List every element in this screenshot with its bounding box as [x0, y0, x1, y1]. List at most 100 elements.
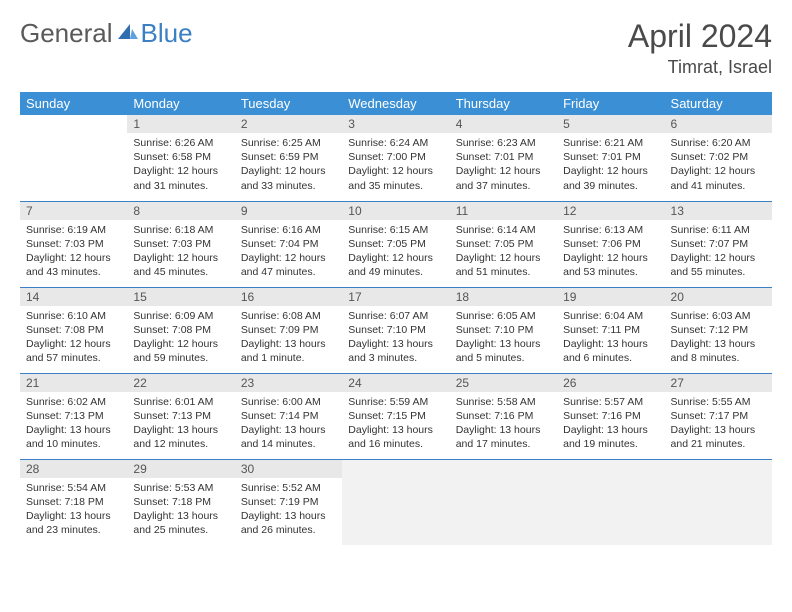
daylight-text: Daylight: 12 hours and 41 minutes.	[671, 164, 766, 192]
day-number: 3	[342, 115, 449, 133]
day-number: 14	[20, 288, 127, 306]
sunset-text: Sunset: 7:18 PM	[26, 495, 121, 509]
day-cell: 19Sunrise: 6:04 AMSunset: 7:11 PMDayligh…	[557, 287, 664, 373]
day-number: 23	[235, 374, 342, 392]
dayhead-sunday: Sunday	[20, 92, 127, 115]
day-cell: 15Sunrise: 6:09 AMSunset: 7:08 PMDayligh…	[127, 287, 234, 373]
sunrise-text: Sunrise: 5:53 AM	[133, 481, 228, 495]
sunrise-text: Sunrise: 6:01 AM	[133, 395, 228, 409]
day-cell: 12Sunrise: 6:13 AMSunset: 7:06 PMDayligh…	[557, 201, 664, 287]
sunset-text: Sunset: 7:00 PM	[348, 150, 443, 164]
daylight-text: Daylight: 12 hours and 55 minutes.	[671, 251, 766, 279]
day-number: 29	[127, 460, 234, 478]
daylight-text: Daylight: 12 hours and 35 minutes.	[348, 164, 443, 192]
day-number: 7	[20, 202, 127, 220]
day-body: Sunrise: 6:26 AMSunset: 6:58 PMDaylight:…	[127, 133, 234, 197]
sail-icon	[117, 21, 139, 46]
calendar-table: SundayMondayTuesdayWednesdayThursdayFrid…	[20, 92, 772, 545]
day-number: 11	[450, 202, 557, 220]
day-cell: 21 Sunrise: 6:02 AMSunset: 7:13 PMDayligh…	[20, 373, 127, 459]
sunrise-text: Sunrise: 5:57 AM	[563, 395, 658, 409]
dayhead-tuesday: Tuesday	[235, 92, 342, 115]
day-cell	[665, 459, 772, 545]
day-cell: 25Sunrise: 5:58 AMSunset: 7:16 PMDayligh…	[450, 373, 557, 459]
day-cell	[342, 459, 449, 545]
daylight-text: Daylight: 13 hours and 14 minutes.	[241, 423, 336, 451]
day-cell	[20, 115, 127, 201]
sunset-text: Sunset: 7:02 PM	[671, 150, 766, 164]
day-number: 25	[450, 374, 557, 392]
day-number: 17	[342, 288, 449, 306]
daylight-text: Daylight: 13 hours and 23 minutes.	[26, 509, 121, 537]
day-body: Sunrise: 6:24 AMSunset: 7:00 PMDaylight:…	[342, 133, 449, 197]
day-cell: 7Sunrise: 6:19 AMSunset: 7:03 PMDaylight…	[20, 201, 127, 287]
day-body: Sunrise: 6:14 AMSunset: 7:05 PMDaylight:…	[450, 220, 557, 284]
day-number: 27	[665, 374, 772, 392]
day-number: 10	[342, 202, 449, 220]
day-number: 21	[20, 374, 127, 392]
day-number: 20	[665, 288, 772, 306]
sunset-text: Sunset: 7:13 PM	[26, 409, 121, 423]
day-cell: 24Sunrise: 5:59 AMSunset: 7:15 PMDayligh…	[342, 373, 449, 459]
sunrise-text: Sunrise: 6:14 AM	[456, 223, 551, 237]
sunset-text: Sunset: 7:16 PM	[563, 409, 658, 423]
day-body: Sunrise: 6:21 AMSunset: 7:01 PMDaylight:…	[557, 133, 664, 197]
sunset-text: Sunset: 7:03 PM	[26, 237, 121, 251]
day-number: 13	[665, 202, 772, 220]
day-body: Sunrise: 6:18 AMSunset: 7:03 PMDaylight:…	[127, 220, 234, 284]
daylight-text: Daylight: 12 hours and 45 minutes.	[133, 251, 228, 279]
day-body: Sunrise: 6:07 AMSunset: 7:10 PMDaylight:…	[342, 306, 449, 370]
day-cell: 28Sunrise: 5:54 AMSunset: 7:18 PMDayligh…	[20, 459, 127, 545]
dayhead-saturday: Saturday	[665, 92, 772, 115]
day-cell: 22Sunrise: 6:01 AMSunset: 7:13 PMDayligh…	[127, 373, 234, 459]
sunrise-text: Sunrise: 6:08 AM	[241, 309, 336, 323]
day-cell: 30Sunrise: 5:52 AMSunset: 7:19 PMDayligh…	[235, 459, 342, 545]
daylight-text: Daylight: 12 hours and 31 minutes.	[133, 164, 228, 192]
sunset-text: Sunset: 7:10 PM	[348, 323, 443, 337]
sunset-text: Sunset: 6:59 PM	[241, 150, 336, 164]
day-number: 1	[127, 115, 234, 133]
day-cell: 17Sunrise: 6:07 AMSunset: 7:10 PMDayligh…	[342, 287, 449, 373]
daylight-text: Daylight: 12 hours and 37 minutes.	[456, 164, 551, 192]
title-block: April 2024 Timrat, Israel	[628, 18, 772, 78]
month-title: April 2024	[628, 18, 772, 55]
daylight-text: Daylight: 13 hours and 19 minutes.	[563, 423, 658, 451]
daylight-text: Daylight: 13 hours and 12 minutes.	[133, 423, 228, 451]
sunrise-text: Sunrise: 6:24 AM	[348, 136, 443, 150]
day-cell: 4Sunrise: 6:23 AMSunset: 7:01 PMDaylight…	[450, 115, 557, 201]
day-cell: 18Sunrise: 6:05 AMSunset: 7:10 PMDayligh…	[450, 287, 557, 373]
day-number: 5	[557, 115, 664, 133]
sunrise-text: Sunrise: 5:54 AM	[26, 481, 121, 495]
day-body: Sunrise: 5:58 AMSunset: 7:16 PMDaylight:…	[450, 392, 557, 456]
sunrise-text: Sunrise: 6:19 AM	[26, 223, 121, 237]
day-body: Sunrise: 5:55 AMSunset: 7:17 PMDaylight:…	[665, 392, 772, 456]
day-body: Sunrise: 6:10 AMSunset: 7:08 PMDaylight:…	[20, 306, 127, 370]
sunrise-text: Sunrise: 6:07 AM	[348, 309, 443, 323]
day-number: 2	[235, 115, 342, 133]
sunset-text: Sunset: 7:19 PM	[241, 495, 336, 509]
calendar-body: 1Sunrise: 6:26 AMSunset: 6:58 PMDaylight…	[20, 115, 772, 545]
day-number: 15	[127, 288, 234, 306]
sunset-text: Sunset: 6:58 PM	[133, 150, 228, 164]
day-number: 24	[342, 374, 449, 392]
sunset-text: Sunset: 7:09 PM	[241, 323, 336, 337]
day-cell: 9Sunrise: 6:16 AMSunset: 7:04 PMDaylight…	[235, 201, 342, 287]
day-body: Sunrise: 6:09 AMSunset: 7:08 PMDaylight:…	[127, 306, 234, 370]
day-number: 16	[235, 288, 342, 306]
sunset-text: Sunset: 7:15 PM	[348, 409, 443, 423]
daylight-text: Daylight: 13 hours and 10 minutes.	[26, 423, 121, 451]
daylight-text: Daylight: 13 hours and 8 minutes.	[671, 337, 766, 365]
day-cell: 10Sunrise: 6:15 AMSunset: 7:05 PMDayligh…	[342, 201, 449, 287]
day-cell: 23Sunrise: 6:00 AMSunset: 7:14 PMDayligh…	[235, 373, 342, 459]
sunrise-text: Sunrise: 6:02 AM	[26, 395, 121, 409]
day-body: Sunrise: 6:20 AMSunset: 7:02 PMDaylight:…	[665, 133, 772, 197]
day-number: 12	[557, 202, 664, 220]
sunset-text: Sunset: 7:01 PM	[456, 150, 551, 164]
sunrise-text: Sunrise: 6:23 AM	[456, 136, 551, 150]
header: General Blue April 2024 Timrat, Israel	[20, 18, 772, 78]
daylight-text: Daylight: 12 hours and 47 minutes.	[241, 251, 336, 279]
brand-logo: General Blue	[20, 18, 193, 49]
day-cell: 16Sunrise: 6:08 AMSunset: 7:09 PMDayligh…	[235, 287, 342, 373]
day-number: 22	[127, 374, 234, 392]
dayhead-friday: Friday	[557, 92, 664, 115]
